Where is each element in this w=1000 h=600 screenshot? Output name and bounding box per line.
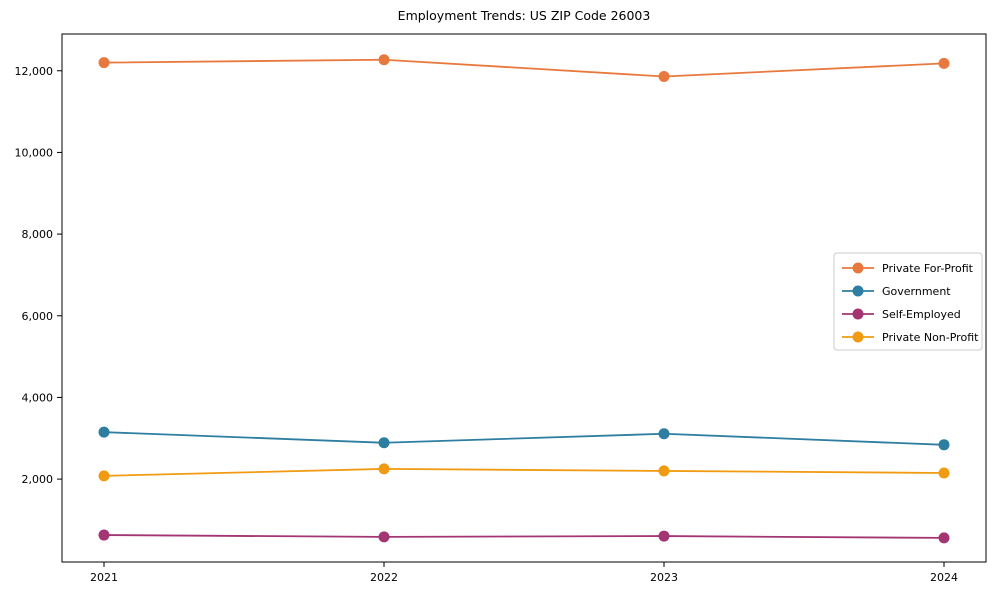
plot-area-border xyxy=(61,33,987,563)
legend-item-government: Government xyxy=(842,285,951,298)
legend-box xyxy=(833,252,983,351)
y-tick-label: 2,000 xyxy=(22,473,54,486)
legend-marker xyxy=(852,262,864,274)
data-point-government xyxy=(658,428,670,440)
series-line-private-for-profit xyxy=(103,58,945,78)
series-line-self-employed xyxy=(103,534,945,539)
data-point-private-non-profit xyxy=(98,470,110,482)
data-point-private-for-profit xyxy=(98,57,110,69)
series-line-government xyxy=(103,431,945,446)
legend-label: Private For-Profit xyxy=(882,262,974,275)
legend-marker xyxy=(852,285,864,297)
data-point-private-non-profit xyxy=(378,463,390,475)
legend-item-private-for-profit: Private For-Profit xyxy=(842,262,974,275)
legend-label: Self-Employed xyxy=(882,308,961,321)
data-point-private-non-profit xyxy=(938,467,950,479)
data-point-self-employed xyxy=(938,532,950,544)
data-point-private-non-profit xyxy=(658,465,670,477)
legend-item-private-non-profit: Private Non-Profit xyxy=(842,331,979,344)
legend-marker xyxy=(852,308,864,320)
y-tick-label: 6,000 xyxy=(22,310,54,323)
legend-label: Government xyxy=(882,285,951,298)
y-tick-label: 10,000 xyxy=(15,146,54,159)
y-tick-label: 8,000 xyxy=(22,228,54,241)
data-point-government xyxy=(98,426,110,438)
y-tick-label: 12,000 xyxy=(15,65,54,78)
chart-title: Employment Trends: US ZIP Code 26003 xyxy=(397,8,651,23)
x-tick-label: 2021 xyxy=(90,571,118,584)
x-tick-label: 2023 xyxy=(650,571,678,584)
legend-marker xyxy=(852,331,864,343)
data-point-private-for-profit xyxy=(938,57,950,69)
legend-item-self-employed: Self-Employed xyxy=(842,308,961,321)
data-point-government xyxy=(378,437,390,449)
data-point-private-for-profit xyxy=(378,54,390,66)
data-point-self-employed xyxy=(98,529,110,541)
x-tick-label: 2024 xyxy=(930,571,958,584)
data-point-self-employed xyxy=(658,530,670,542)
y-tick-label: 4,000 xyxy=(22,391,54,404)
legend-label: Private Non-Profit xyxy=(882,331,979,344)
data-point-self-employed xyxy=(378,531,390,543)
series-line-private-non-profit xyxy=(103,467,945,477)
data-point-government xyxy=(938,439,950,451)
x-tick-label: 2022 xyxy=(370,571,398,584)
data-point-private-for-profit xyxy=(658,70,670,82)
